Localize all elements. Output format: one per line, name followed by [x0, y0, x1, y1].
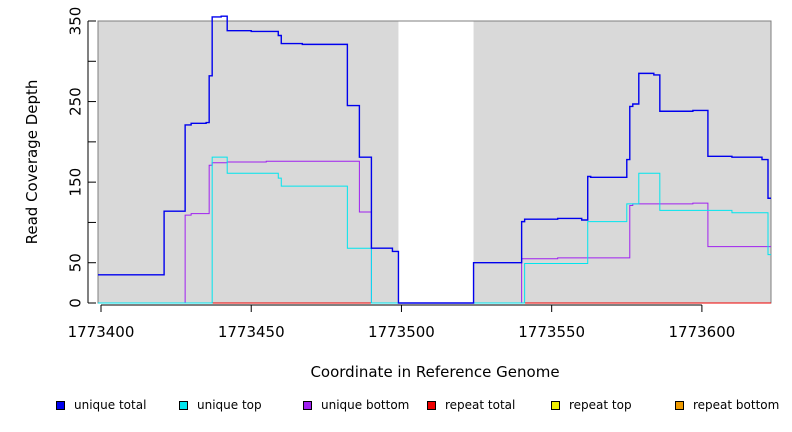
legend-item-unique-bottom: unique bottom — [303, 398, 409, 412]
legend: unique total unique top unique bottom repea… — [0, 398, 792, 420]
legend-item-repeat-total: repeat total — [427, 398, 515, 412]
x-axis: 1773400 1773450 1773500 1773550 1773600 — [68, 304, 735, 341]
series-line-unique-total — [98, 15, 771, 304]
series-line-unique-bottom — [98, 160, 771, 304]
y-tick-label-250: 250 — [67, 87, 85, 116]
x-tick-label-1773400: 1773400 — [68, 323, 135, 341]
y-tick-label-350: 350 — [67, 7, 85, 36]
y-axis-label: Read Coverage Depth — [23, 80, 41, 245]
legend-swatch — [427, 400, 436, 410]
legend-swatch — [179, 400, 188, 410]
x-tick-label-1773600: 1773600 — [668, 323, 735, 341]
legend-item-unique-top: unique top — [179, 398, 262, 412]
y-tick-label-50: 50 — [67, 253, 85, 272]
y-axis: 0 50 150 250 350 — [67, 7, 96, 308]
legend-label: unique top — [197, 398, 262, 412]
x-axis-label: Coordinate in Reference Genome — [310, 363, 559, 381]
legend-item-unique-total: unique total — [56, 398, 146, 412]
series-lines — [98, 15, 771, 304]
x-tick-label-1773500: 1773500 — [368, 323, 435, 341]
legend-item-repeat-bottom: repeat bottom — [675, 398, 779, 412]
shaded-regions — [98, 21, 771, 303]
legend-label: repeat top — [569, 398, 632, 412]
legend-item-repeat-top: repeat top — [551, 398, 632, 412]
legend-swatch — [551, 400, 560, 410]
y-tick-label-0: 0 — [67, 298, 85, 308]
legend-label: repeat bottom — [693, 398, 780, 412]
shaded-region-2 — [473, 21, 771, 303]
legend-label: repeat total — [445, 398, 516, 412]
series-line-unique-top — [98, 156, 771, 304]
legend-swatch — [303, 400, 312, 410]
legend-swatch — [675, 400, 684, 410]
y-tick-label-150: 150 — [67, 168, 85, 197]
legend-label: unique bottom — [321, 398, 410, 412]
legend-swatch — [56, 400, 65, 410]
x-tick-label-1773550: 1773550 — [518, 323, 585, 341]
x-tick-label-1773450: 1773450 — [218, 323, 285, 341]
legend-label: unique total — [74, 398, 147, 412]
